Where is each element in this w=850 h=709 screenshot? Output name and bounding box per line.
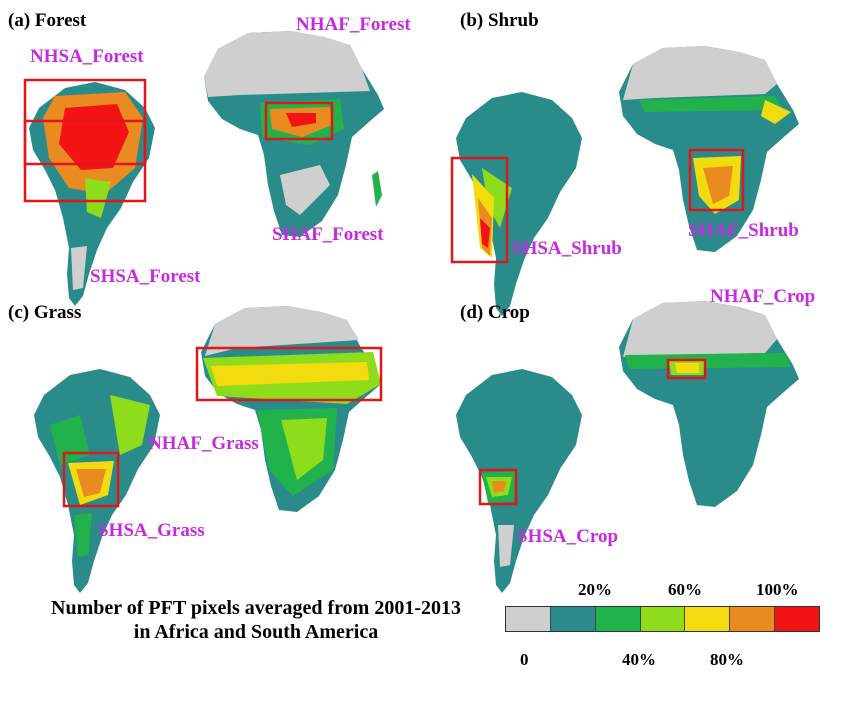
panel-title-forest: (a) Forest bbox=[8, 10, 87, 31]
south-america-map-crop bbox=[456, 369, 582, 593]
legend-tick-60: 60% bbox=[668, 580, 702, 599]
legend-tick-40: 40% bbox=[622, 650, 656, 669]
region-box-shsa-shrub bbox=[450, 156, 509, 264]
region-box-nhaf-forest bbox=[264, 101, 334, 141]
label-shsa-grass: SHSA_Grass bbox=[98, 520, 205, 541]
label-shsa-crop: SHSA_Crop bbox=[517, 526, 618, 547]
panel-title-shrub: (b) Shrub bbox=[460, 10, 539, 31]
legend-title: Number of PFT pixels averaged from 2001-… bbox=[16, 596, 496, 644]
legend-bin-1 bbox=[550, 607, 596, 631]
legend-bin-0 bbox=[506, 607, 551, 631]
label-nhaf-crop: NHAF_Crop bbox=[710, 286, 815, 307]
region-box-shaf-shrub bbox=[688, 148, 745, 212]
legend-color-bar bbox=[505, 606, 820, 632]
region-box-shsa-grass bbox=[62, 451, 120, 508]
panel-grass: (c) Grass NHAF_Grass SHSA_Grass bbox=[8, 302, 383, 593]
panel-crop: (d) Crop NHAF_Crop SHSA_Crop bbox=[456, 286, 815, 593]
label-shsa-forest: SHSA_Forest bbox=[90, 266, 201, 287]
label-shaf-forest: SHAF_Forest bbox=[272, 224, 384, 245]
africa-map-forest bbox=[204, 31, 384, 237]
label-nhsa-forest: NHSA_Forest bbox=[30, 46, 144, 67]
panel-title-crop: (d) Crop bbox=[460, 302, 530, 323]
label-shaf-shrub: SHAF_Shrub bbox=[688, 220, 799, 241]
region-box-nhaf-crop bbox=[666, 358, 707, 380]
panel-forest: (a) Forest NHSA_Forest NHAF_Forest SHAF_… bbox=[8, 10, 411, 306]
legend-bin-6 bbox=[775, 607, 820, 631]
legend-tick-80: 80% bbox=[710, 650, 744, 669]
legend-tick-20: 20% bbox=[578, 580, 612, 599]
legend-bin-3 bbox=[640, 607, 686, 631]
label-nhaf-forest: NHAF_Forest bbox=[296, 14, 411, 35]
legend-tick-0: 0 bbox=[520, 650, 529, 669]
label-shsa-shrub: SHSA_Shrub bbox=[512, 238, 622, 259]
legend-tick-100: 100% bbox=[756, 580, 799, 599]
africa-map-shrub bbox=[619, 46, 799, 252]
legend-bin-4 bbox=[685, 607, 731, 631]
south-america-map-grass bbox=[34, 369, 160, 593]
africa-map-grass bbox=[201, 306, 381, 512]
africa-map-crop bbox=[619, 301, 799, 507]
panel-shrub: (b) Shrub SHSA_Shrub SHAF_Shrub bbox=[450, 10, 799, 316]
region-box-shsa-crop bbox=[478, 468, 518, 506]
panel-title-grass: (c) Grass bbox=[8, 302, 81, 323]
legend-title-line1: Number of PFT pixels averaged from 2001-… bbox=[51, 597, 461, 619]
legend-bin-2 bbox=[595, 607, 641, 631]
region-box-nhaf-grass bbox=[195, 346, 383, 402]
region-box-shsa-forest bbox=[23, 119, 147, 203]
legend-title-line2: in Africa and South America bbox=[133, 621, 379, 643]
south-america-map-shrub bbox=[456, 92, 582, 316]
label-nhaf-grass: NHAF_Grass bbox=[148, 433, 259, 454]
legend-bin-5 bbox=[730, 607, 776, 631]
